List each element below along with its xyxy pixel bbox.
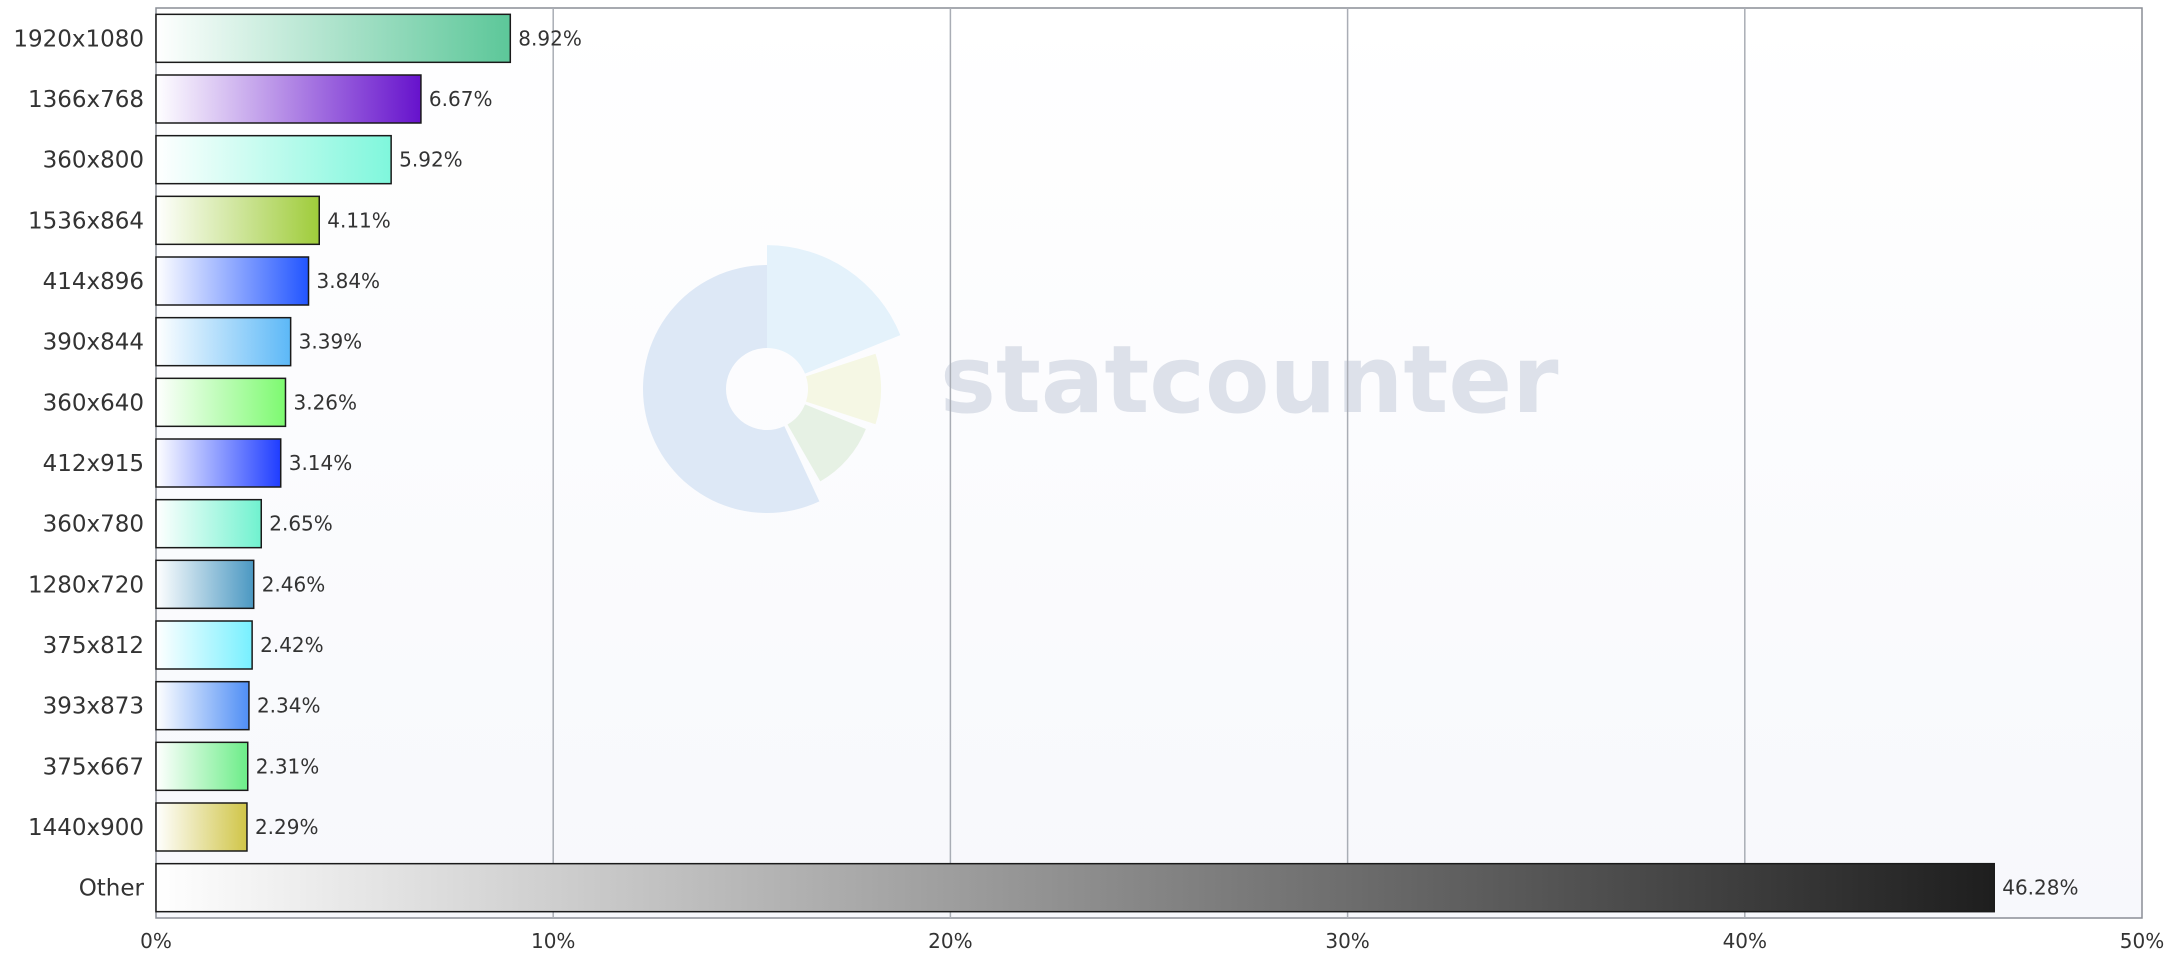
watermark-segment-yellow — [805, 353, 882, 425]
category-label: 360x640 — [43, 390, 144, 416]
category-label: 1440x900 — [28, 815, 144, 841]
value-label: 2.31% — [256, 754, 320, 778]
category-labels: 1920x1080 1366x768 360x800 1536x864 414x896 3… — [13, 26, 144, 901]
value-label: 6.67% — [429, 87, 493, 111]
category-label: 414x896 — [43, 269, 144, 295]
gridlines — [552, 8, 1746, 918]
category-label: 375x667 — [43, 754, 144, 780]
value-label: 3.26% — [293, 390, 357, 414]
bar — [155, 862, 1995, 913]
bar — [155, 741, 249, 792]
bar — [155, 256, 310, 306]
watermark-segment-sky — [767, 245, 901, 374]
watermark-text: statcounter — [940, 326, 1559, 435]
value-label: 2.42% — [260, 633, 324, 657]
value-label: 3.39% — [299, 330, 363, 354]
bar — [155, 620, 253, 670]
value-label: 3.14% — [289, 451, 353, 475]
value-label: 3.84% — [317, 269, 381, 293]
bar — [155, 498, 263, 549]
category-label: 1280x720 — [28, 572, 144, 598]
value-label: 2.29% — [255, 815, 319, 839]
value-label: 5.92% — [399, 148, 463, 172]
bar — [155, 559, 255, 610]
x-tick-label: 30% — [1325, 929, 1369, 953]
bar — [155, 134, 392, 185]
bar — [155, 13, 512, 64]
x-tick-label: 20% — [928, 929, 972, 953]
bar — [155, 195, 320, 246]
category-label: 390x844 — [43, 330, 144, 356]
bar — [155, 680, 250, 731]
bar — [155, 377, 287, 428]
value-label: 46.28% — [2002, 876, 2078, 900]
category-label: 360x780 — [43, 512, 144, 538]
x-tick-label: 40% — [1723, 929, 1767, 953]
category-label: 1536x864 — [28, 208, 144, 234]
value-labels: 8.92% 6.67% 5.92% 4.11% 3.84% 3.39% 3.26% 3.14%… — [255, 26, 2079, 899]
plot-background — [155, 7, 2143, 919]
value-label: 4.11% — [327, 208, 391, 232]
bars — [155, 13, 1995, 913]
x-tick-label: 50% — [2120, 929, 2164, 953]
value-label: 2.65% — [269, 512, 333, 536]
category-label: 393x873 — [43, 694, 144, 720]
category-label: 360x800 — [43, 148, 144, 174]
value-label: 2.34% — [257, 694, 321, 718]
bar — [155, 438, 282, 488]
statcounter-watermark: statcounter — [643, 245, 1559, 513]
category-label: 1366x768 — [28, 87, 144, 113]
bar — [155, 74, 422, 124]
category-label: 412x915 — [43, 451, 144, 477]
value-label: 8.92% — [518, 26, 582, 50]
bar — [155, 802, 248, 852]
x-tick-label: 0% — [140, 929, 172, 953]
x-axis: 0% 10% 20% 30% 40% 50% — [140, 929, 2164, 953]
value-label: 2.46% — [262, 572, 326, 596]
category-label: Other — [79, 876, 145, 902]
bar — [155, 316, 292, 367]
category-label: 1920x1080 — [13, 26, 144, 52]
x-tick-label: 10% — [531, 929, 575, 953]
watermark-segment-blue — [643, 265, 820, 513]
category-label: 375x812 — [43, 633, 144, 659]
watermark-segment-green — [787, 404, 866, 482]
